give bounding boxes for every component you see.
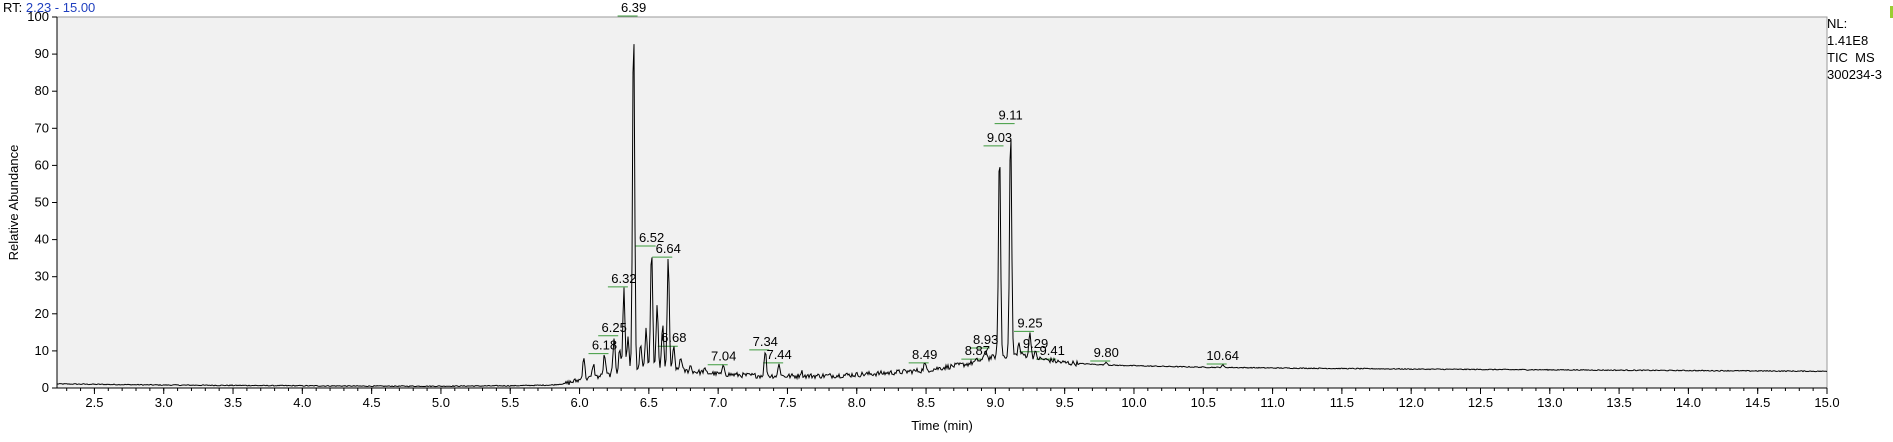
x-axis-label: Time (min) [911,418,973,433]
x-tick-label: 5.5 [501,395,519,410]
tic-trace [56,44,1828,388]
peak-label: 8.93 [973,332,998,347]
x-tick-label: 7.5 [778,395,796,410]
peak-label: 6.64 [656,241,681,256]
sample-id: 300234-3 [1827,67,1882,82]
peak-label: 7.44 [766,347,791,362]
x-tick-label: 6.5 [640,395,658,410]
y-tick-label: 10 [35,343,49,358]
peak-label: 7.04 [711,349,736,364]
y-tick-label: 0 [42,380,49,395]
peak-labels: 6.18 6.25 6.32 6.39 6.526.64 6.68 7.04 7.347.44… [592,0,1239,364]
y-tick-label: 90 [35,46,49,61]
peak-label: 9.11 [998,108,1022,123]
nl-label: NL: [1827,16,1848,31]
side-info-panel: NL: 1.41E8 TIC MS 300234-3 [1827,15,1882,83]
x-tick-label: 7.0 [709,395,727,410]
rt-range-value: 2.23 - 15.00 [25,0,96,15]
x-tick-label: 9.0 [986,395,1004,410]
plot-area [56,16,1828,389]
y-tick-label: 50 [35,195,49,210]
x-tick-label: 5.0 [432,395,450,410]
peak-label: 6.25 [602,320,627,335]
x-tick-label: 10.0 [1121,395,1146,410]
x-tick-label: 10.5 [1191,395,1216,410]
x-tick-label: 13.0 [1537,395,1562,410]
x-tick-label: 3.5 [224,395,242,410]
x-tick-label: 14.5 [1745,395,1770,410]
peak-label: 8.87 [965,343,990,358]
axes: 0 10 20 30 40 50 60 70 80 90 100 2.5 3.0 3.5 4.0 4.5 5.0… [27,9,1839,410]
x-tick-label: 15.0 [1814,395,1839,410]
y-axis-label: Relative Abundance [6,145,21,261]
rt-range-label: RT: 2.23 - 15.00 [3,0,95,15]
peak-label: 7.34 [753,334,778,349]
peak-label: 10.64 [1206,348,1239,363]
y-tick-label: 20 [35,306,49,321]
x-tick-label: 9.5 [1056,395,1074,410]
y-tick-label: 30 [35,269,49,284]
peak-label: 8.49 [912,347,937,362]
y-tick-label: 80 [35,83,49,98]
x-tick-label: 14.0 [1676,395,1701,410]
scan-filter: TIC MS [1827,50,1875,65]
peak-label: 6.39 [621,0,646,15]
peak-label: 6.18 [592,338,617,353]
x-tick-label: 13.5 [1606,395,1631,410]
x-tick-label: 11.0 [1260,395,1284,410]
y-tick-label: 40 [35,232,49,247]
x-tick-label: 11.5 [1330,395,1354,410]
corner-marker [1890,6,1893,18]
peak-label: 9.25 [1017,315,1042,330]
peak-label: 9.29 [1023,336,1048,351]
x-tick-label: 4.0 [293,395,311,410]
x-tick-label: 4.5 [363,395,381,410]
x-tick-label: 8.0 [848,395,866,410]
rt-prefix: RT: [3,0,23,15]
peak-label: 9.80 [1094,345,1119,360]
peak-label: 6.52 [639,230,664,245]
nl-value: 1.41E8 [1827,33,1869,48]
peak-label: 9.03 [987,130,1012,145]
y-tick-label: 100 [27,9,49,24]
peak-label: 6.68 [661,330,686,345]
x-tick-label: 6.0 [571,395,589,410]
x-tick-label: 3.0 [155,395,173,410]
y-tick-label: 70 [35,120,49,135]
x-tick-label: 2.5 [85,395,103,410]
y-tick-label: 60 [35,157,49,172]
x-tick-label: 8.5 [917,395,935,410]
peak-label: 6.32 [611,271,636,286]
peak-label: 9.41 [1040,343,1065,358]
x-tick-label: 12.0 [1399,395,1424,410]
x-tick-label: 12.5 [1468,395,1493,410]
